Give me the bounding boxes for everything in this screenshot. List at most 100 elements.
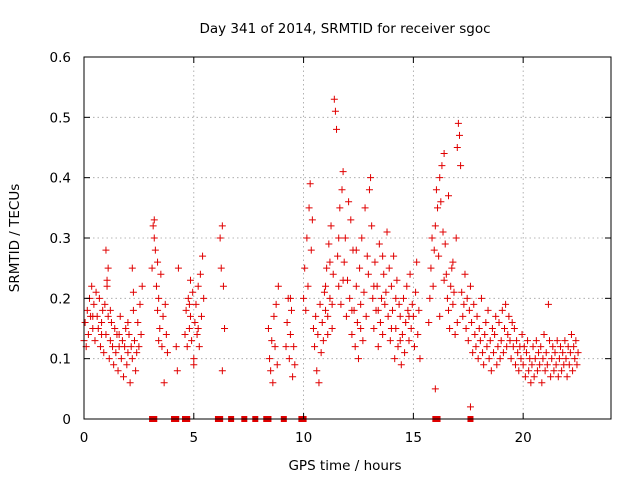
data-point (274, 282, 282, 290)
data-point (396, 312, 404, 320)
data-point (460, 300, 468, 308)
data-point (498, 306, 506, 314)
data-point (325, 240, 333, 248)
data-point (338, 186, 346, 194)
data-point (493, 361, 501, 369)
data-point (312, 312, 320, 320)
data-point (402, 318, 410, 326)
data-point (303, 234, 311, 242)
data-point (304, 282, 312, 290)
data-point (154, 306, 162, 314)
data-point (282, 343, 290, 351)
data-point (326, 294, 334, 302)
data-point (574, 349, 582, 357)
x-tick-label: 0 (80, 430, 89, 446)
data-point (347, 216, 355, 224)
x-tick-label: 10 (295, 430, 312, 446)
data-point (398, 331, 406, 339)
data-point (505, 312, 513, 320)
data-point (149, 222, 157, 230)
data-point (288, 306, 296, 314)
data-point (481, 331, 489, 339)
x-tick-label: 5 (189, 430, 198, 446)
data-point (115, 331, 123, 339)
data-point (440, 276, 448, 284)
data-point (434, 204, 442, 212)
data-point (552, 361, 560, 369)
data-point (120, 373, 128, 381)
data-point (334, 252, 342, 260)
data-point (468, 318, 476, 326)
y-tick-label: 0 (62, 412, 71, 428)
data-point (445, 192, 453, 200)
data-point (357, 325, 365, 332)
data-point (502, 300, 510, 308)
data-point (387, 325, 395, 332)
data-point (540, 331, 548, 339)
data-point (315, 379, 323, 387)
data-point (487, 367, 495, 375)
data-point (184, 294, 192, 302)
data-point (264, 325, 272, 332)
data-point (356, 264, 364, 272)
data-point (199, 252, 207, 260)
data-point (361, 204, 369, 212)
data-point (470, 300, 478, 308)
data-point (503, 343, 511, 351)
data-point (129, 306, 137, 314)
data-point (316, 300, 324, 308)
data-point (156, 325, 164, 332)
data-point (364, 270, 372, 278)
data-point (376, 318, 384, 326)
data-point (368, 222, 376, 230)
data-point (271, 343, 279, 351)
data-point (306, 180, 314, 188)
data-point (157, 270, 165, 278)
data-point (360, 288, 368, 296)
data-point (383, 228, 391, 236)
data-point (432, 186, 440, 194)
data-point (109, 343, 117, 351)
data-point (455, 131, 463, 139)
data-point (362, 312, 370, 320)
data-point (474, 355, 482, 363)
data-point (477, 294, 485, 302)
data-point (405, 312, 413, 320)
data-point (283, 318, 291, 326)
data-point (391, 355, 399, 363)
data-point (155, 337, 163, 345)
data-point (116, 312, 124, 320)
data-point (483, 343, 491, 351)
data-point (544, 300, 552, 308)
data-point (186, 276, 194, 284)
data-point (150, 216, 158, 224)
data-point (154, 258, 162, 266)
data-point (491, 331, 499, 339)
data-point (91, 337, 99, 345)
data-point (290, 343, 298, 351)
data-point (138, 282, 146, 290)
data-point (348, 331, 356, 339)
data-point (514, 349, 522, 357)
data-point (329, 270, 337, 278)
data-point (328, 300, 336, 308)
data-point (522, 349, 530, 357)
data-point (98, 318, 106, 326)
data-point (450, 288, 458, 296)
data-point (161, 300, 169, 308)
data-point (492, 312, 500, 320)
data-point (471, 331, 479, 339)
data-point (403, 282, 411, 290)
data-point (465, 306, 473, 314)
data-point (404, 306, 412, 314)
data-point (480, 361, 488, 369)
data-point (335, 282, 343, 290)
data-point (112, 349, 120, 357)
data-point (457, 162, 465, 170)
data-point (453, 144, 461, 151)
data-point (554, 373, 562, 381)
data-point (188, 337, 196, 345)
data-point (114, 367, 122, 375)
data-point (531, 355, 539, 363)
data-point (431, 385, 439, 393)
